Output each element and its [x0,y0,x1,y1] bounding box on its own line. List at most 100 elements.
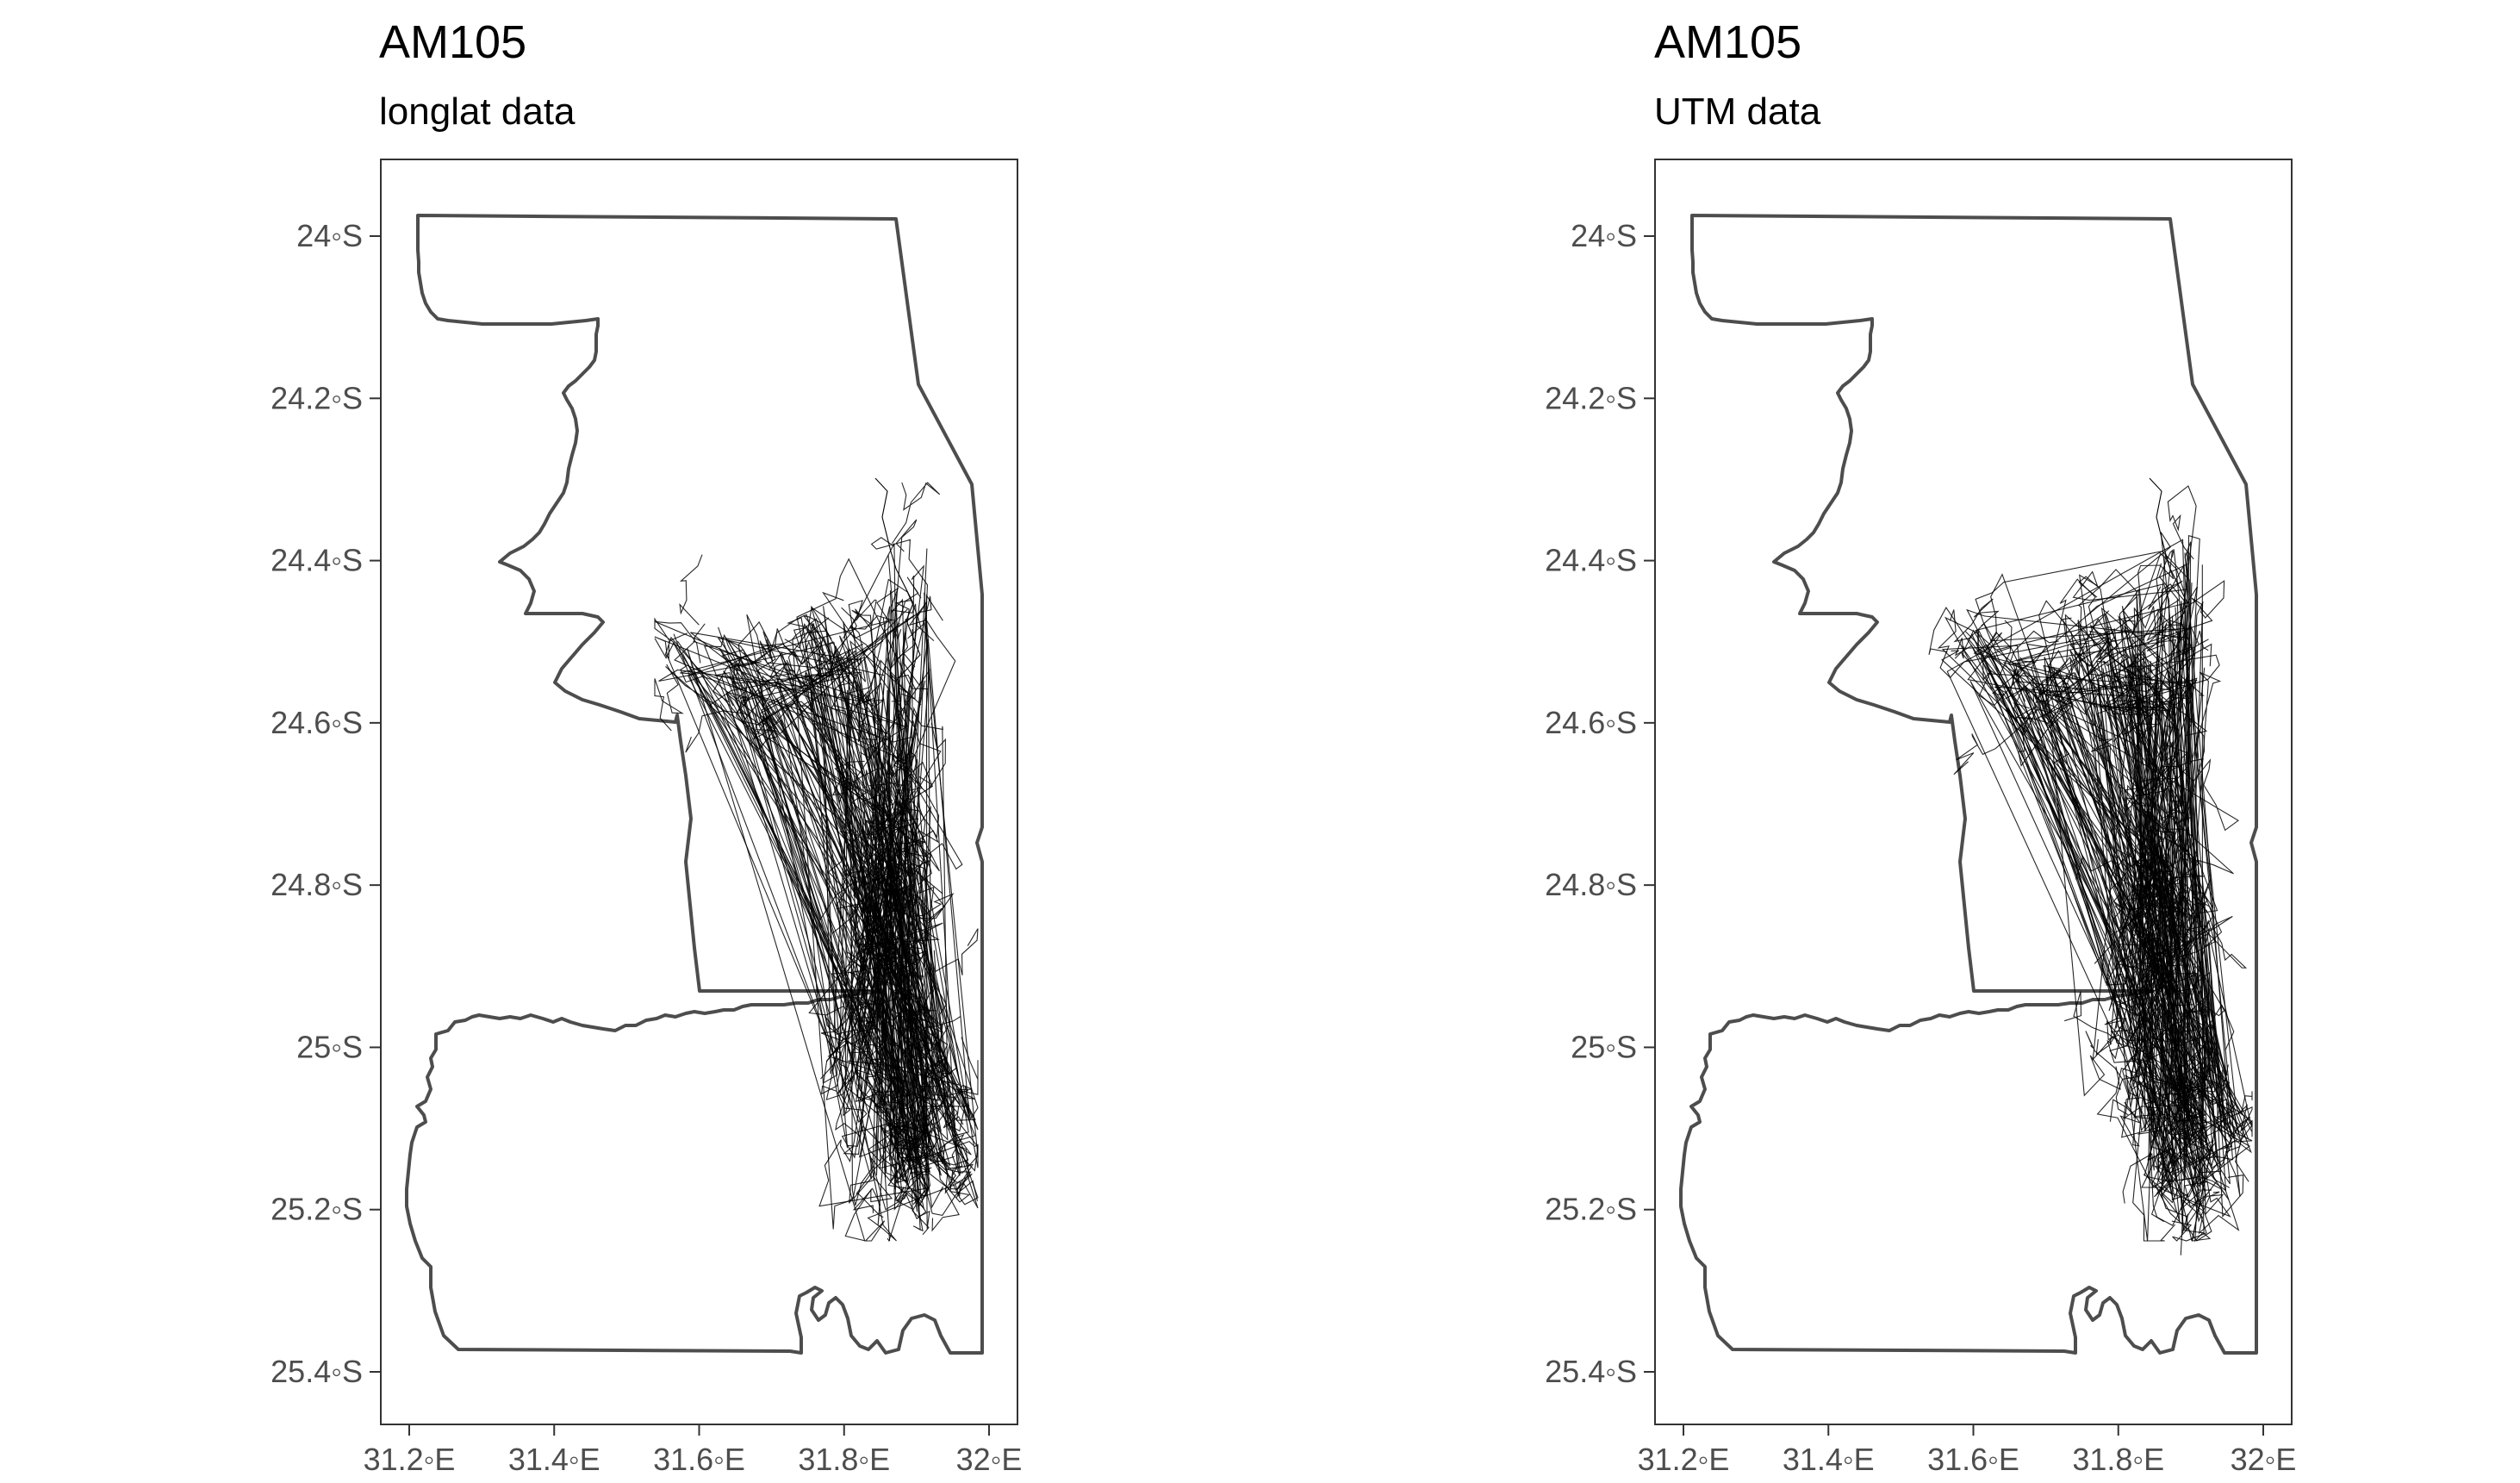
track-segment [2012,669,2172,1187]
track-segment [849,697,932,1045]
track-segment [1941,645,2191,1170]
track-segment [1965,631,2234,1242]
track-segment [2104,1018,2127,1049]
track-segment [933,928,979,975]
track-segment [676,640,901,960]
track-segment [714,576,922,1199]
track-segment [654,617,913,743]
track-segment [2018,636,2115,767]
plot-frame [380,159,1018,1425]
track-segment [815,651,891,838]
y-tick-label: 24.8◦S [1545,867,1637,902]
track-segment [759,656,942,1132]
track-segment [2108,655,2208,939]
track-segment [870,537,955,942]
map-panel-longlat: AM105 longlat data 24◦S 24.2◦S 24.4◦S 24.6◦… [0,0,1258,1483]
track-segment [1963,645,2170,1135]
track-segment [2044,632,2194,1043]
track-segment [809,617,930,1197]
x-tick-label: 31.6◦E [1927,1442,2019,1477]
track-segment [795,614,917,1095]
track-segment [2097,608,2192,1182]
track-segment [866,848,924,1190]
track-segment [2025,580,2183,1031]
map-panel-utm: AM105 UTM data 24◦S 24.2◦S 24.4◦S 24.6◦S 24.… [1258,0,2516,1483]
y-tick-label: 25.4◦S [271,1354,363,1389]
y-tick-label: 24.2◦S [271,380,363,415]
track-segment [1966,608,2187,953]
track-segment [843,693,930,1181]
track-segment [2133,606,2216,1056]
track-segment [679,554,703,626]
track-segment [2112,892,2138,913]
track-segment [779,652,941,1100]
track-segment [2013,650,2253,1168]
track-segment [855,835,965,1176]
y-axis: 24◦S 24.2◦S 24.4◦S 24.6◦S 24.8◦S 25◦S 25.2◦S 25… [271,218,380,1389]
track-segment [851,543,955,1171]
track-segment [822,621,979,1174]
track-segment [844,1020,976,1121]
track-segment [874,477,921,682]
panel-subtitle: UTM data [1654,90,1821,133]
track-segment [851,519,918,1103]
track-segment [2103,654,2251,1149]
track-segment [2089,624,2178,1182]
track-segment [717,637,940,1131]
track-segment [827,689,918,1206]
track-segment [727,639,961,1158]
track-segment [812,621,894,830]
track-segment [2086,551,2190,1204]
track-segment [2014,622,2182,764]
y-tick-label: 25.4◦S [1545,1354,1637,1389]
track-segment [2149,477,2195,682]
track-segment [654,664,684,732]
track-segment [2044,716,2243,1115]
y-tick-label: 25.2◦S [1545,1192,1637,1227]
track-segment [2078,576,2200,1218]
x-tick-label: 31.4◦E [508,1442,600,1477]
x-tick-label: 31.2◦E [364,1442,456,1477]
y-tick-label: 24.8◦S [271,867,363,902]
track-segment [1992,532,2221,1097]
x-axis: 31.2◦E 31.4◦E 31.6◦E 31.8◦E 32◦E [364,1425,1023,1477]
track-segment [725,691,955,1174]
x-tick-label: 31.8◦E [798,1442,890,1477]
track-segment [2052,624,2209,717]
x-axis: 31.2◦E 31.4◦E 31.6◦E 31.8◦E 32◦E [1638,1425,2297,1477]
y-tick-label: 24◦S [296,218,363,253]
track-segment [2122,676,2211,1125]
x-tick-label: 31.2◦E [1638,1442,1730,1477]
x-tick-label: 32◦E [2231,1442,2297,1477]
boundary [405,214,984,1355]
track-segment [890,548,949,1220]
boundary [1679,214,2258,1355]
track-segment [820,639,933,1100]
track-segment [2043,666,2207,1143]
track-segment [796,558,943,956]
track-segment [721,649,855,1065]
y-tick-label: 24.6◦S [271,705,363,740]
track-segment [2122,880,2218,1206]
y-tick-label: 24◦S [1571,218,1637,253]
track-segment [800,692,949,1122]
track-segment [1975,583,2202,1211]
track-segment [2222,1069,2253,1137]
track-segment [831,659,930,869]
track-segment [1928,607,2176,911]
x-tick-label: 32◦E [956,1442,1023,1477]
track-segment [2064,606,2230,1200]
panel-subtitle: longlat data [379,90,576,133]
track-segment [865,805,931,1029]
track-segment [2155,853,2205,1137]
plot-frame [1654,159,2293,1425]
track-segment [738,695,903,1162]
y-tick-label: 25.2◦S [271,1192,363,1227]
track-segment [2094,541,2192,986]
track-segment [2106,842,2222,1198]
map-canvas: 24◦S 24.2◦S 24.4◦S 24.6◦S 24.8◦S 25◦S 25.2◦S 25… [271,214,1023,1477]
x-tick-label: 31.8◦E [2072,1442,2164,1477]
track-segment [687,648,899,1242]
track-segment [792,618,920,1230]
y-tick-label: 24.4◦S [271,543,363,578]
